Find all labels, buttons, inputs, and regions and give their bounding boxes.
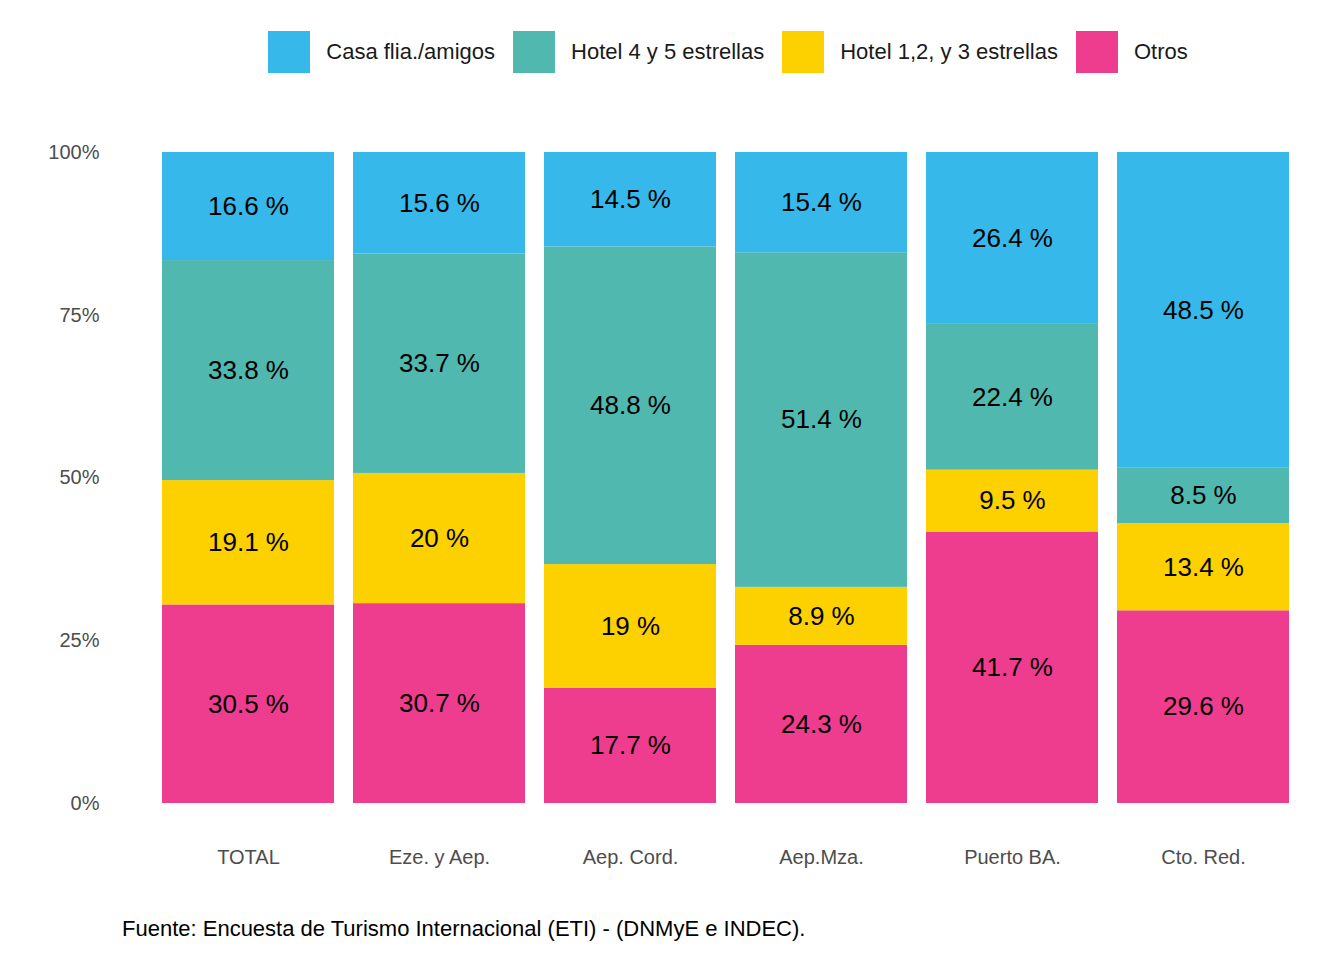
html-text:Hotel 1,2, y 3 estrellas: Hotel 1,2, y 3 estrellas	[840, 39, 1058, 64]
svg-text:9.5 %: 9.5 %	[979, 485, 1046, 515]
svg-text:16.6 %: 16.6 %	[208, 191, 289, 221]
svg-text:51.4 %: 51.4 %	[781, 404, 862, 434]
svg-text:48.5 %: 48.5 %	[1163, 295, 1244, 325]
svg-text:25%: 25%	[59, 629, 99, 651]
svg-text:29.6 %: 29.6 %	[1163, 691, 1244, 721]
svg-text:0%: 0%	[71, 792, 100, 814]
svg-text:22.4 %: 22.4 %	[972, 382, 1053, 412]
html-text:Hotel 4 y 5 estrellas: Hotel 4 y 5 estrellas	[571, 39, 765, 64]
svg-text:Cto. Red.: Cto. Red.	[1161, 846, 1245, 868]
svg-text:15.4 %: 15.4 %	[781, 187, 862, 217]
html-text:Otros: Otros	[1133, 39, 1188, 64]
svg-text:100%: 100%	[48, 141, 99, 163]
svg-text:50%: 50%	[59, 466, 99, 488]
svg-text:48.8 %: 48.8 %	[590, 390, 671, 420]
svg-text:19.1 %: 19.1 %	[208, 527, 289, 557]
html-text:Fuente: Encuesta de Turismo In: Fuente: Encuesta de Turismo Internaciona…	[122, 916, 806, 941]
svg-text:24.3 %: 24.3 %	[781, 709, 862, 739]
svg-text:26.4 %: 26.4 %	[972, 223, 1053, 253]
svg-text:30.7 %: 30.7 %	[399, 688, 480, 718]
svg-text:8.9 %: 8.9 %	[788, 601, 855, 631]
svg-text:Eze. y Aep.: Eze. y Aep.	[389, 846, 490, 868]
svg-text:19 %: 19 %	[601, 611, 660, 641]
html-text:Casa flia./amigos: Casa flia./amigos	[326, 39, 495, 64]
svg-text:33.7 %: 33.7 %	[399, 348, 480, 378]
svg-text:8.5 %: 8.5 %	[1170, 480, 1237, 510]
svg-text:15.6 %: 15.6 %	[399, 188, 480, 218]
svg-text:17.7 %: 17.7 %	[590, 730, 671, 760]
svg-text:20 %: 20 %	[410, 523, 469, 553]
svg-text:14.5 %: 14.5 %	[590, 184, 671, 214]
svg-text:13.4 %: 13.4 %	[1163, 552, 1244, 582]
svg-text:Aep. Cord.: Aep. Cord.	[583, 846, 679, 868]
svg-text:30.5 %: 30.5 %	[208, 689, 289, 719]
svg-text:75%: 75%	[59, 304, 99, 326]
svg-text:TOTAL: TOTAL	[217, 846, 280, 868]
svg-text:41.7 %: 41.7 %	[972, 652, 1053, 682]
svg-text:Puerto BA.: Puerto BA.	[964, 846, 1061, 868]
svg-text:Aep.Mza.: Aep.Mza.	[779, 846, 863, 868]
svg-text:33.8 %: 33.8 %	[208, 355, 289, 385]
